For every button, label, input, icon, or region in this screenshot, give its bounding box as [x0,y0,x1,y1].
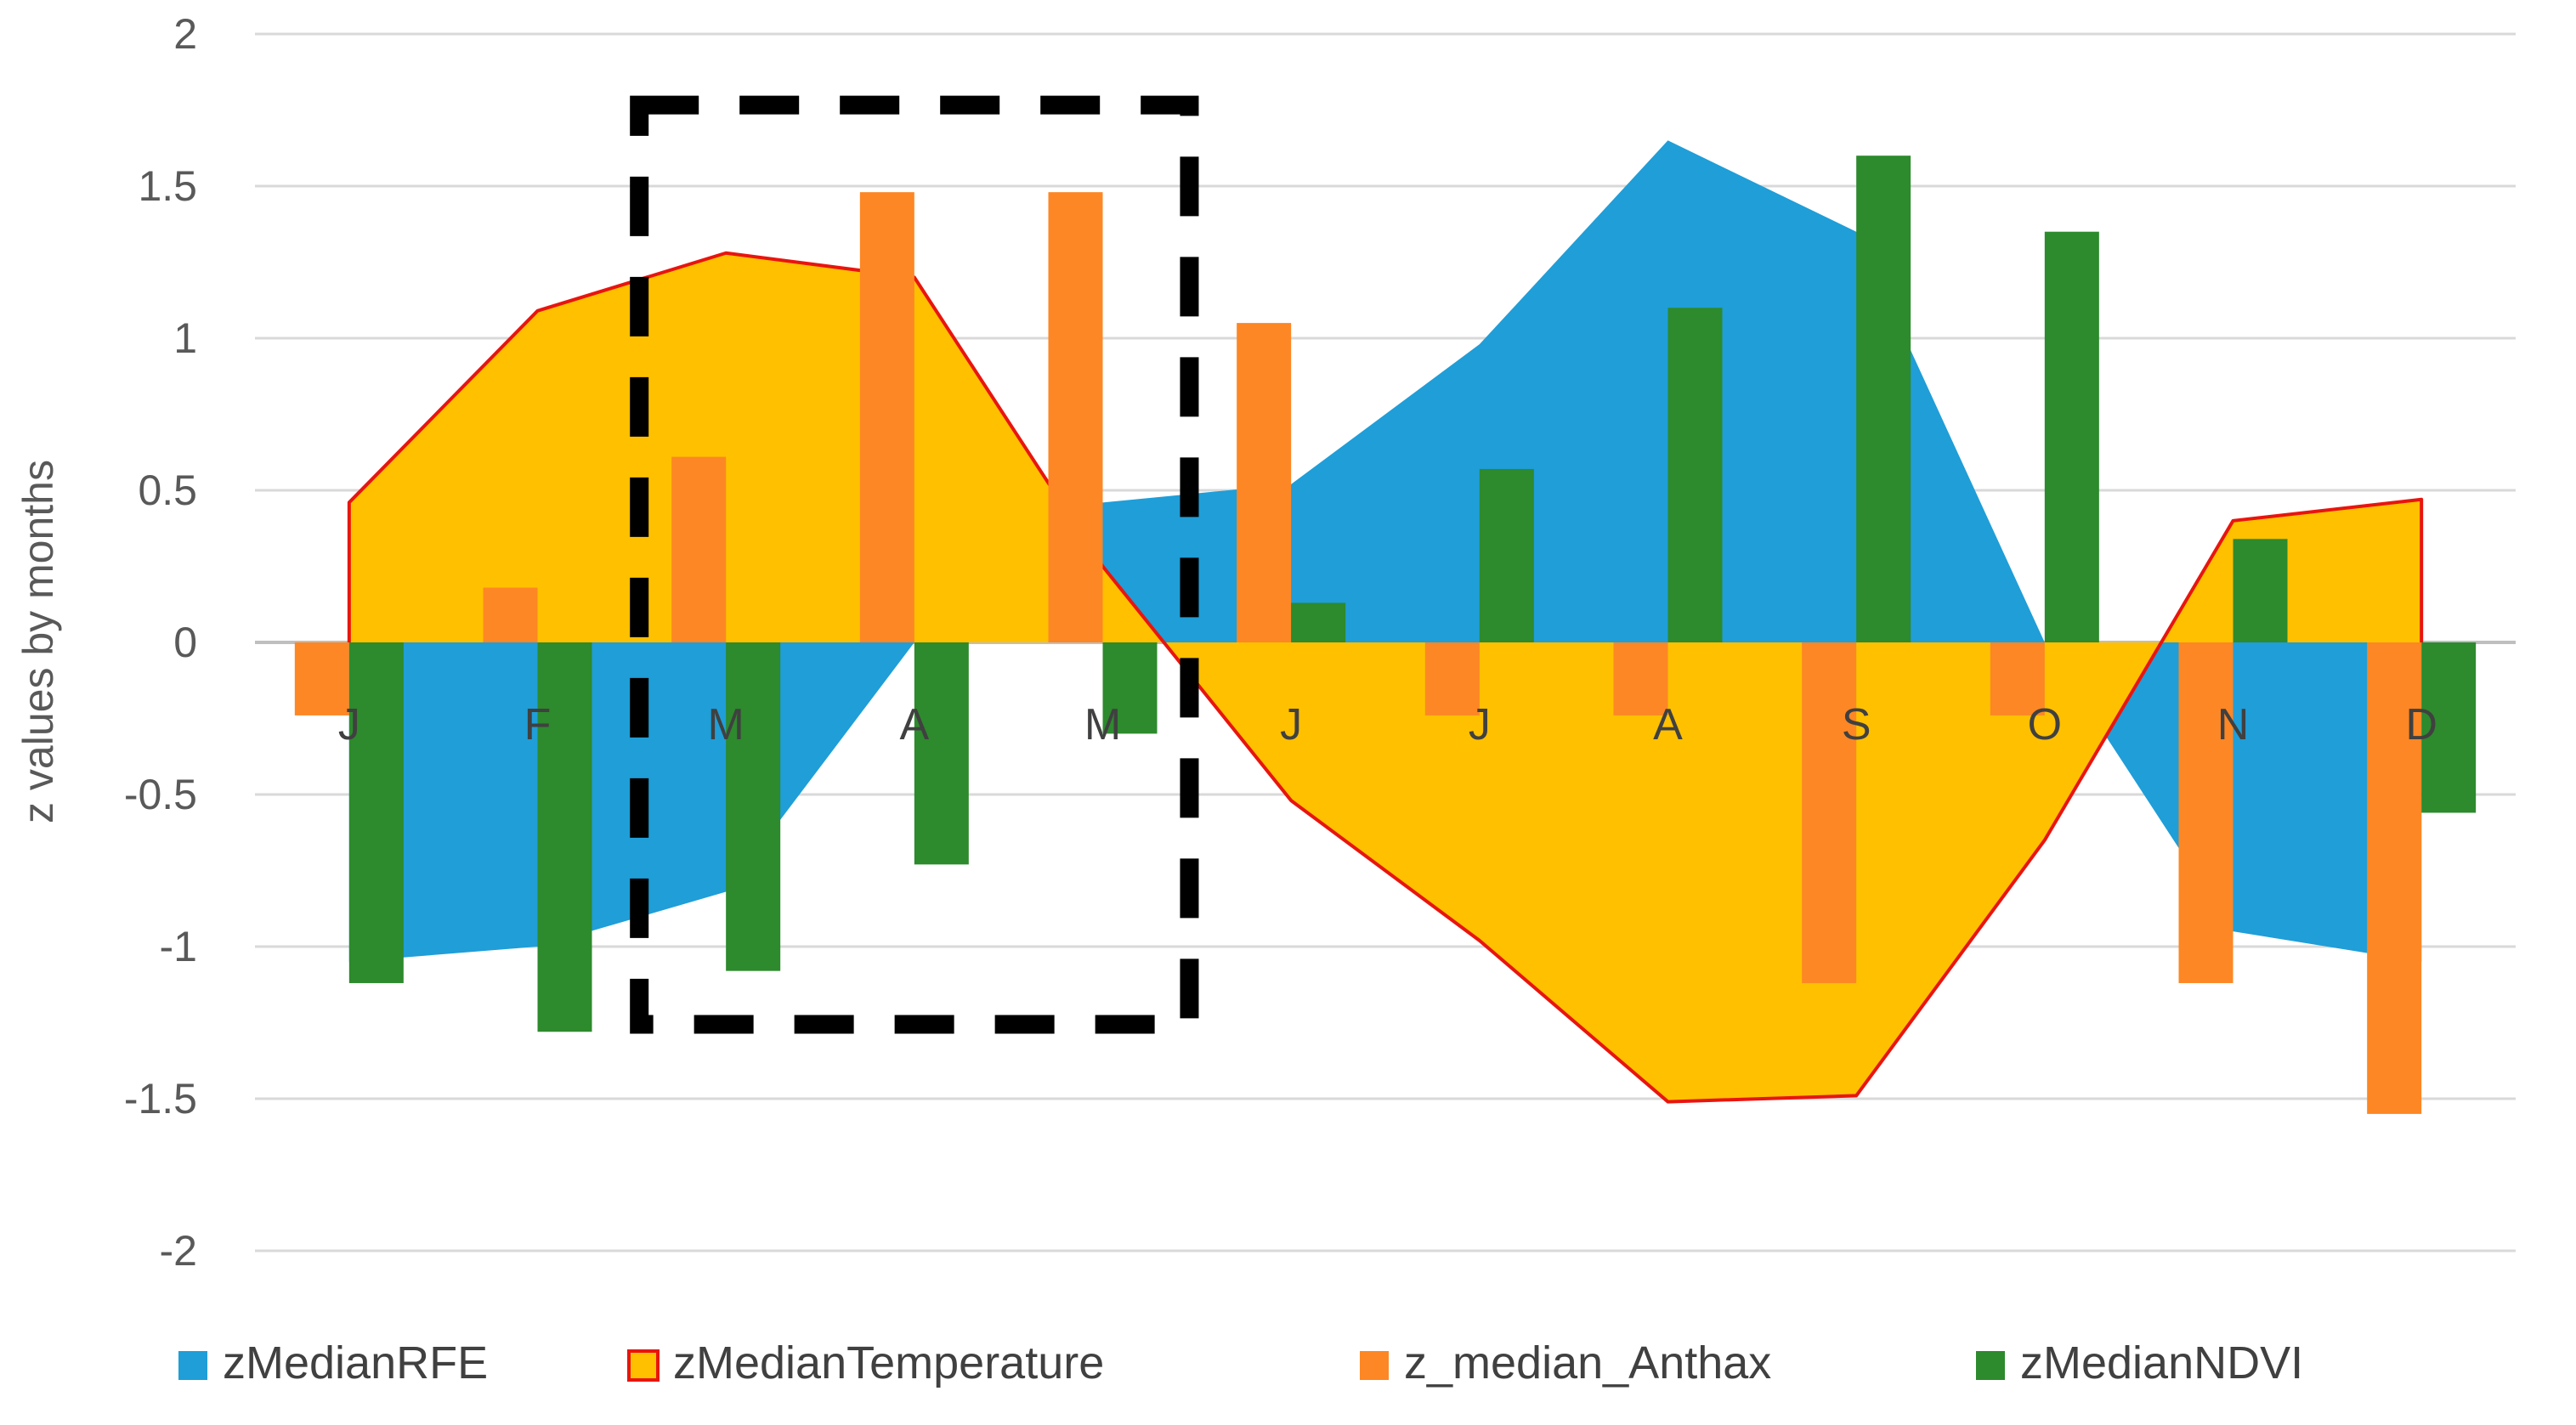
y-tick-label: -1.5 [124,1075,197,1122]
area-point-zMedianTemperature [1856,1095,1857,1096]
legend-label: zMedianTemperature [673,1337,1104,1388]
area-edge-zMedianTemperature [347,251,2424,1104]
bar-layer [294,156,2477,1114]
area-point-zMedianTemperature [1479,940,1480,941]
legend-label: z_median_Anthax [1404,1337,1771,1388]
legend-item: zMedianRFE [178,1337,488,1388]
bar-zMedianNDVI [2233,539,2288,642]
x-tick-label: F [524,700,552,749]
y-tick-label: -0.5 [124,771,197,818]
x-tick-label: D [2405,700,2437,749]
y-tick-label: 0 [173,619,197,666]
x-tick-label: M [708,700,744,749]
bar-zMedianNDVI [1667,308,1723,642]
y-tick-label: 2 [173,10,197,58]
y-tick-labels: 2 1.5 1 0.5 0 -0.5 -1 -1.5 -2 [124,10,197,1275]
bar-zMedianNDVI [1102,642,1158,734]
legend-swatch [178,1351,207,1380]
area-point-zMedianTemperature [348,502,349,503]
bar-z_median_Anthax [1048,192,1103,642]
y-tick-label: 1.5 [138,162,197,210]
area-point-zMedianTemperature [1291,800,1292,801]
bar-z_median_Anthax [1802,642,1857,983]
bar-z_median_Anthax [483,587,538,642]
highlight-box-layer [630,95,1199,1034]
bar-z_median_Anthax [294,642,349,715]
x-tick-label: N [2217,700,2250,749]
highlight-box [630,95,1199,1034]
x-tick-label: J [1280,700,1302,749]
x-tick-label: M [1084,700,1121,749]
x-tick-label: J [338,700,360,749]
legend-item: zMedianTemperature [627,1337,1104,1388]
area-layer [347,140,2424,1104]
bar-zMedianNDVI [1291,602,1346,642]
legend-label: zMedianRFE [223,1337,488,1388]
bar-zMedianNDVI [348,642,404,983]
x-tick-label: S [1842,700,1871,749]
bar-z_median_Anthax [1613,642,1668,715]
x-tick-label: O [2028,700,2062,749]
bar-z_median_Anthax [2367,642,2422,1114]
bar-zMedianNDVI [537,642,592,1032]
legend-swatch [1976,1351,2005,1380]
bar-zMedianNDVI [914,642,969,865]
legend-swatch [627,1349,660,1382]
legend-item: z_median_Anthax [1360,1337,1771,1388]
y-tick-label: 1 [173,314,197,362]
y-tick-label: -1 [160,923,197,970]
x-tick-label: A [1653,700,1683,749]
legend: zMedianRFE zMedianTemperature z_median_Ant… [178,1337,2303,1388]
area-point-zMedianRFE [1479,344,1480,345]
bar-z_median_Anthax [2178,642,2233,983]
bar-z_median_Anthax [859,192,914,642]
area-point-zMedianTemperature [537,310,538,311]
bar-zMedianNDVI [1479,468,1534,642]
y-tick-label: 0.5 [138,467,197,514]
area-point-zMedianTemperature [2421,499,2422,500]
bar-z_median_Anthax [1424,642,1480,715]
area-point-zMedianTemperature [726,252,727,253]
legend-item: zMedianNDVI [1976,1337,2303,1388]
x-tick-label: J [1469,700,1491,749]
y-tick-label: -2 [160,1227,197,1275]
x-tick-label: A [899,700,929,749]
bar-zMedianNDVI [2421,642,2477,813]
bar-zMedianNDVI [2044,231,2099,642]
y-axis-label: z values by months [14,460,62,823]
bar-z_median_Anthax [671,456,727,642]
legend-swatch [1360,1351,1389,1380]
legend-label: zMedianNDVI [2020,1337,2303,1388]
bar-z_median_Anthax [1990,642,2045,715]
bar-zMedianNDVI [1856,156,1911,642]
area-point-zMedianRFE [1667,140,1668,141]
bar-zMedianNDVI [726,642,781,971]
bar-z_median_Anthax [1237,323,1292,642]
area-point-zMedianTemperature [1667,1101,1668,1102]
